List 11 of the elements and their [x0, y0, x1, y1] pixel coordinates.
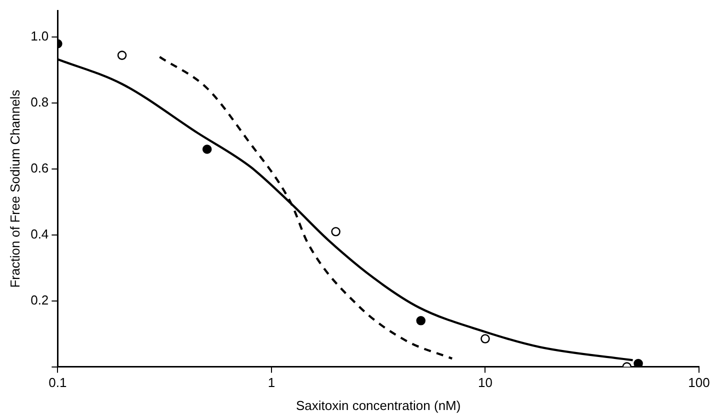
x-tick-label: 0.1	[48, 375, 67, 390]
y-axis-title: Fraction of Free Sodium Channels	[7, 89, 22, 288]
y-tick-label: 0.2	[30, 292, 49, 308]
y-tick-label: 0.8	[30, 94, 49, 110]
x-tick-label: 100	[688, 375, 710, 390]
y-tick-label: 1.0	[30, 28, 49, 44]
y-tick-label: 0.6	[30, 160, 49, 176]
y-tick-label: 0.4	[30, 226, 49, 242]
x-tick-label: 10	[478, 375, 492, 390]
x-axis-title: Saxitoxin concentration (nM)	[296, 398, 461, 413]
x-tick-label: 1	[268, 375, 276, 390]
